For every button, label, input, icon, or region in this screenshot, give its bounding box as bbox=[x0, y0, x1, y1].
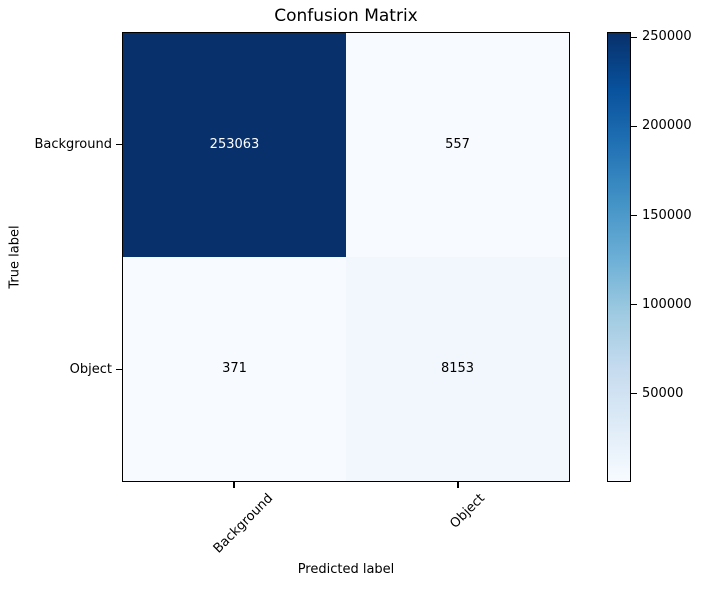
y-axis-label: True label bbox=[7, 225, 23, 289]
heatmap-cells: 253063 557 371 8153 bbox=[123, 33, 569, 481]
colorbar-tick bbox=[631, 393, 637, 395]
y-tick bbox=[116, 368, 122, 371]
x-axis-label: Predicted label bbox=[297, 562, 395, 577]
colorbar-tick bbox=[631, 303, 637, 306]
colorbar-tick bbox=[631, 214, 637, 217]
colorbar-tick-label: 200000 bbox=[642, 118, 692, 134]
x-tick bbox=[457, 482, 459, 488]
colorbar-tick-label: 100000 bbox=[642, 296, 692, 312]
cell-value: 253063 bbox=[209, 137, 260, 152]
x-tick-label: Background bbox=[210, 491, 277, 557]
colorbar bbox=[607, 32, 631, 482]
heatmap-plot-area: 253063 557 371 8153 bbox=[122, 32, 570, 482]
colorbar-tick bbox=[631, 125, 637, 128]
cell-value: 371 bbox=[222, 361, 247, 376]
colorbar-tick-label: 250000 bbox=[642, 29, 692, 45]
matrix-cell: 557 bbox=[346, 33, 569, 257]
colorbar-tick bbox=[631, 36, 637, 39]
colorbar-tick-label: 150000 bbox=[642, 207, 692, 223]
matrix-cell: 8153 bbox=[346, 257, 569, 481]
matrix-cell: 253063 bbox=[123, 33, 346, 257]
chart-title: Confusion Matrix bbox=[274, 6, 418, 26]
matrix-cell: 371 bbox=[123, 257, 346, 481]
x-tick bbox=[233, 482, 235, 488]
y-tick-label: Background bbox=[34, 136, 112, 152]
cell-value: 8153 bbox=[440, 361, 475, 376]
y-tick bbox=[116, 143, 122, 146]
cell-value: 557 bbox=[445, 137, 470, 152]
y-tick-label: Object bbox=[69, 361, 112, 377]
x-tick-label: Object bbox=[447, 491, 489, 532]
colorbar-tick-label: 50000 bbox=[642, 385, 684, 401]
